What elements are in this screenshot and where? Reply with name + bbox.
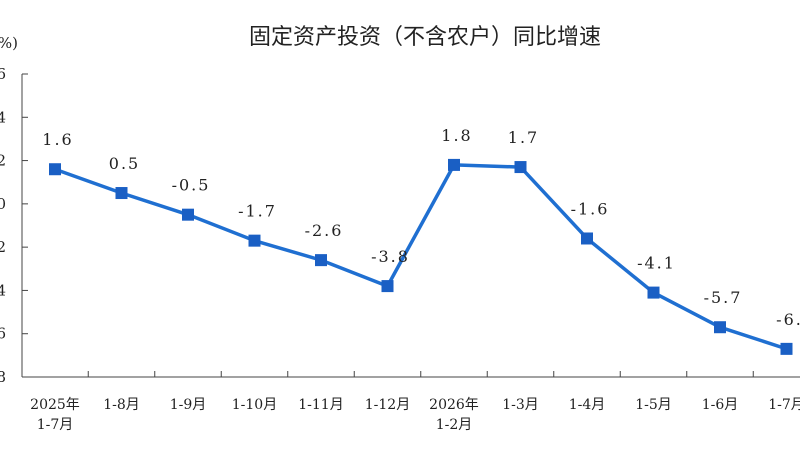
data-point-marker (448, 158, 460, 171)
x-tick-label: 2026年 1-2月 (429, 397, 479, 433)
x-tick-label: 1-6月 (702, 397, 739, 413)
data-point-marker (49, 163, 61, 176)
data-point-marker (115, 187, 128, 200)
data-point-marker (581, 232, 593, 245)
data-label: -1.7 (238, 202, 277, 221)
data-label: -0.5 (172, 176, 211, 195)
x-tick-label: 1-8月 (103, 397, 140, 413)
x-tick-label: 1-11月 (298, 397, 343, 413)
chart-title: 固定资产投资（不含农户）同比增速 (249, 25, 601, 50)
y-tick-label: 8 (0, 368, 6, 386)
x-tick-label: 1-10月 (232, 397, 277, 413)
y-tick-label: 2 (0, 152, 6, 170)
y-tick-label: 6 (0, 325, 6, 343)
y-tick-label: 4 (0, 281, 6, 299)
series-layer (49, 158, 793, 355)
data-label: -2.6 (305, 221, 344, 240)
data-label: -1.6 (571, 199, 610, 218)
data-labels: 1.6 0.5 -0.5 -1.7 -2.6 -3.8 1.8 1.7 -1.6 -4.1 -5.7… (42, 126, 800, 329)
y-tick-label: 4 (0, 108, 6, 126)
y-axis: 6 4 2 0 2 4 6 8 (0, 65, 28, 386)
x-tick-label: 1-3月 (502, 397, 539, 413)
x-tick-label: 1-7月 (768, 397, 800, 413)
data-point-marker (514, 161, 527, 174)
data-label: 1.8 (441, 126, 472, 145)
data-point-marker (248, 234, 261, 247)
x-tick-label: 1-9月 (170, 397, 207, 413)
data-point-marker (714, 321, 726, 334)
y-tick-label: 6 (0, 65, 6, 83)
data-point-marker (182, 208, 194, 221)
data-point-marker (315, 254, 327, 267)
y-tick-label: 0 (0, 195, 6, 213)
data-label: -6. (776, 310, 800, 329)
series-line (54, 163, 788, 351)
x-tick-label: 1-4月 (569, 397, 606, 413)
data-label: 0.5 (109, 154, 140, 173)
y-axis-unit: (%) (0, 34, 18, 52)
data-label: -5.7 (704, 288, 743, 307)
data-label: -3.8 (371, 247, 410, 266)
data-point-marker (647, 286, 660, 299)
x-tick-label: 1-5月 (635, 397, 672, 413)
x-tick-label: 1-12月 (365, 397, 410, 413)
x-tick-label: 2025年 1-7月 (30, 397, 80, 433)
data-label: 1.6 (42, 130, 73, 149)
data-label: 1.7 (508, 128, 539, 147)
data-point-marker (780, 342, 793, 355)
x-axis: 2025年 1-7月 1-8月 1-9月 1-10月 1-11月 1-12月 2026年 1-2… (22, 371, 800, 433)
data-label: -4.1 (637, 254, 676, 273)
y-tick-label: 2 (0, 238, 6, 256)
data-point-marker (381, 280, 394, 293)
